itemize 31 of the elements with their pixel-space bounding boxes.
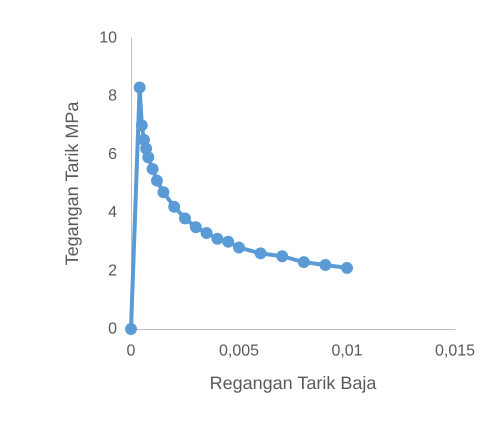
point (319, 258, 332, 271)
point (200, 226, 213, 239)
point (179, 212, 191, 224)
point (146, 162, 159, 175)
point (233, 242, 245, 254)
x-tick-label: 0,005 (218, 342, 260, 360)
x-tick-label: 0 (126, 342, 136, 360)
y-tick-label: 2 (108, 262, 118, 280)
y-tick-label: 4 (108, 204, 118, 222)
y-axis-title: Tegangan Tarik MPa (62, 100, 82, 266)
point (341, 262, 353, 274)
point (168, 200, 180, 213)
y-tick-label: 6 (108, 146, 118, 163)
y-tick-label: 10 (99, 30, 118, 46)
point (298, 256, 310, 268)
point (211, 232, 224, 245)
y-tick-label: 8 (108, 88, 118, 105)
point (157, 186, 170, 198)
point (125, 323, 137, 335)
point (222, 236, 234, 248)
point (190, 221, 202, 234)
point (276, 250, 288, 262)
point (254, 247, 267, 260)
y-tick-label: 0 (108, 320, 118, 338)
x-axis-title: Regangan Tarik Baja (210, 373, 378, 393)
point (134, 81, 146, 94)
x-tick-label: 0,015 (434, 342, 476, 360)
x-tick-label: 0,01 (331, 342, 363, 360)
point (136, 119, 148, 132)
point (150, 174, 163, 187)
point (142, 151, 154, 164)
